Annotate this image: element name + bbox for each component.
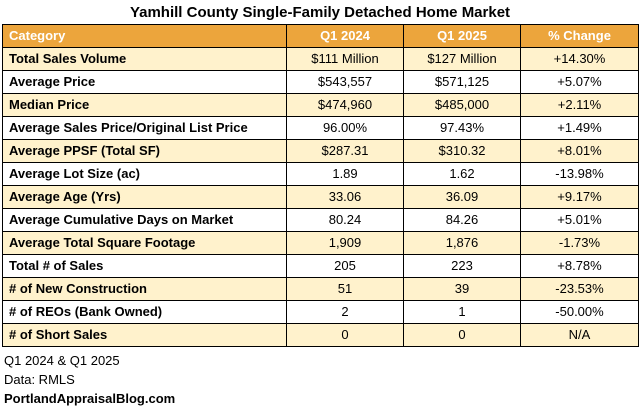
table-row: Total Sales Volume $111 Million $127 Mil… (2, 47, 639, 71)
category-cell: # of REOs (Bank Owned) (2, 300, 287, 324)
table-row: Average PPSF (Total SF) $287.31 $310.32 … (2, 139, 639, 163)
q1-2025-cell: $310.32 (403, 139, 521, 163)
change-cell: +9.17% (520, 185, 639, 209)
table-row: Average Total Square Footage 1,909 1,876… (2, 231, 639, 255)
table-row: # of New Construction 51 39 -23.53% (2, 277, 639, 301)
category-cell: Average Cumulative Days on Market (2, 208, 287, 232)
change-cell: +14.30% (520, 47, 639, 71)
category-cell: Total Sales Volume (2, 47, 287, 71)
table-row: Average Age (Yrs) 33.06 36.09 +9.17% (2, 185, 639, 209)
market-data-table: Category Q1 2024 Q1 2025 % Change Total … (2, 24, 639, 347)
q1-2024-cell: 2 (286, 300, 404, 324)
category-cell: Median Price (2, 93, 287, 117)
q1-2025-cell: 84.26 (403, 208, 521, 232)
change-cell: -13.98% (520, 162, 639, 186)
footer-site-name: PortlandAppraisalBlog.com (4, 391, 176, 406)
column-header-change: % Change (520, 24, 639, 48)
page-title: Yamhill County Single-Family Detached Ho… (129, 4, 511, 21)
q1-2025-cell: 223 (403, 254, 521, 278)
q1-2024-cell: 1,909 (286, 231, 404, 255)
q1-2025-cell: $571,125 (403, 70, 521, 94)
column-header-q1-2025: Q1 2025 (403, 24, 521, 48)
q1-2025-cell: 97.43% (403, 116, 521, 140)
header-row: Category Q1 2024 Q1 2025 % Change (2, 24, 639, 48)
category-cell: Average Price (2, 70, 287, 94)
category-cell: Average Age (Yrs) (2, 185, 287, 209)
table-row: Average Cumulative Days on Market 80.24 … (2, 208, 639, 232)
category-cell: Total # of Sales (2, 254, 287, 278)
q1-2025-cell: 0 (403, 323, 521, 347)
change-cell: -1.73% (520, 231, 639, 255)
change-cell: -50.00% (520, 300, 639, 324)
q1-2025-cell: 36.09 (403, 185, 521, 209)
q1-2024-cell: 1.89 (286, 162, 404, 186)
footer-data-source: Data: RMLS (4, 372, 75, 387)
q1-2025-cell: $485,000 (403, 93, 521, 117)
change-cell: +1.49% (520, 116, 639, 140)
footer: Q1 2024 & Q1 2025 Data: RMLS PortlandApp… (0, 347, 640, 408)
q1-2025-cell: 1 (403, 300, 521, 324)
category-cell: Average Lot Size (ac) (2, 162, 287, 186)
q1-2025-cell: $127 Million (403, 47, 521, 71)
change-cell: +8.78% (520, 254, 639, 278)
change-cell: +2.11% (520, 93, 639, 117)
q1-2024-cell: 205 (286, 254, 404, 278)
q1-2025-cell: 1,876 (403, 231, 521, 255)
column-header-category: Category (2, 24, 287, 48)
q1-2024-cell: $474,960 (286, 93, 404, 117)
q1-2024-cell: $111 Million (286, 47, 404, 71)
category-cell: # of New Construction (2, 277, 287, 301)
category-cell: Average Total Square Footage (2, 231, 287, 255)
table-row: Average Sales Price/Original List Price … (2, 116, 639, 140)
q1-2025-cell: 1.62 (403, 162, 521, 186)
q1-2024-cell: 33.06 (286, 185, 404, 209)
q1-2024-cell: 96.00% (286, 116, 404, 140)
table-row: Total # of Sales 205 223 +8.78% (2, 254, 639, 278)
q1-2025-cell: 39 (403, 277, 521, 301)
q1-2024-cell: 0 (286, 323, 404, 347)
change-cell: +5.07% (520, 70, 639, 94)
category-cell: Average Sales Price/Original List Price (2, 116, 287, 140)
table-row: # of REOs (Bank Owned) 2 1 -50.00% (2, 300, 639, 324)
q1-2024-cell: $287.31 (286, 139, 404, 163)
category-cell: Average PPSF (Total SF) (2, 139, 287, 163)
change-cell: -23.53% (520, 277, 639, 301)
footer-period-note: Q1 2024 & Q1 2025 (4, 353, 120, 368)
table-row: # of Short Sales 0 0 N/A (2, 323, 639, 347)
category-cell: # of Short Sales (2, 323, 287, 347)
column-header-q1-2024: Q1 2024 (286, 24, 404, 48)
change-cell: +5.01% (520, 208, 639, 232)
table-row: Average Price $543,557 $571,125 +5.07% (2, 70, 639, 94)
table-row: Average Lot Size (ac) 1.89 1.62 -13.98% (2, 162, 639, 186)
q1-2024-cell: 80.24 (286, 208, 404, 232)
change-cell: +8.01% (520, 139, 639, 163)
table-row: Median Price $474,960 $485,000 +2.11% (2, 93, 639, 117)
change-cell: N/A (520, 323, 639, 347)
q1-2024-cell: $543,557 (286, 70, 404, 94)
q1-2024-cell: 51 (286, 277, 404, 301)
